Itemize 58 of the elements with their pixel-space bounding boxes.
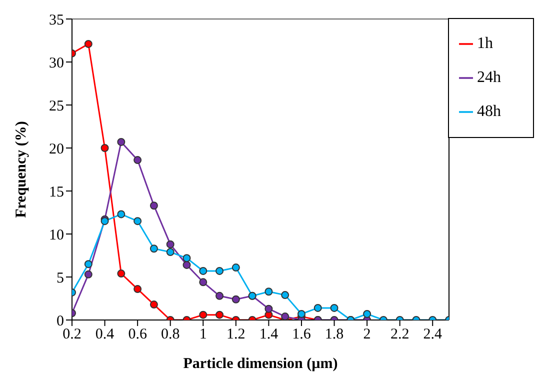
x-tick-label: 0.4 xyxy=(95,326,115,343)
y-tick-label: 30 xyxy=(49,55,64,72)
point xyxy=(216,292,224,300)
point xyxy=(232,264,240,272)
point xyxy=(297,310,306,318)
x-tick-label: 1.6 xyxy=(292,326,312,343)
x-tick-label: 0.2 xyxy=(62,326,82,343)
x-tick-label: 2.2 xyxy=(390,326,410,343)
point xyxy=(100,144,109,152)
point xyxy=(84,260,92,268)
y-tick-label: 15 xyxy=(49,184,64,200)
point xyxy=(117,138,126,146)
point xyxy=(182,254,191,262)
point xyxy=(264,304,273,313)
y-tick-label: 10 xyxy=(49,227,64,244)
point xyxy=(314,304,322,312)
point xyxy=(134,217,142,226)
point xyxy=(134,285,142,294)
point xyxy=(117,210,126,218)
point xyxy=(264,288,273,296)
point xyxy=(199,310,208,319)
y-tick-label: 35 xyxy=(49,12,64,28)
x-tick-label: 0.6 xyxy=(128,326,148,343)
point xyxy=(84,270,92,278)
point xyxy=(84,40,92,48)
point xyxy=(166,248,174,256)
point xyxy=(216,310,224,319)
x-tick-label: 1.2 xyxy=(226,326,246,343)
point xyxy=(150,244,158,253)
x-tick-label: 2 xyxy=(363,326,371,343)
point xyxy=(281,312,290,320)
point xyxy=(232,295,240,304)
legend-label: 1h xyxy=(477,35,493,52)
point xyxy=(363,310,372,318)
x-tick-label: 0.8 xyxy=(160,326,180,343)
legend-label: 24h xyxy=(477,69,501,86)
y-tick-label: 20 xyxy=(49,141,64,158)
y-tick-label: 5 xyxy=(56,270,64,286)
point xyxy=(281,291,290,300)
y-tick-label: 0 xyxy=(56,313,64,330)
y-axis-title: Frequency (%) xyxy=(13,121,30,218)
x-tick-label: 2.4 xyxy=(423,326,442,343)
point xyxy=(330,304,338,312)
legend-label: 48h xyxy=(477,103,501,120)
point xyxy=(182,260,191,269)
x-axis-title: Particle dimension (µm) xyxy=(183,356,338,372)
point xyxy=(216,266,224,275)
x-tick-label: 1.4 xyxy=(259,326,279,343)
point xyxy=(134,156,142,164)
point xyxy=(150,300,158,309)
x-tick-label: 1 xyxy=(199,326,207,343)
point xyxy=(150,202,158,210)
point xyxy=(199,266,208,275)
point xyxy=(166,240,174,248)
x-tick-label: 1.8 xyxy=(324,326,344,343)
point xyxy=(117,270,126,278)
y-tick-label: 25 xyxy=(49,98,64,114)
point xyxy=(199,278,208,286)
